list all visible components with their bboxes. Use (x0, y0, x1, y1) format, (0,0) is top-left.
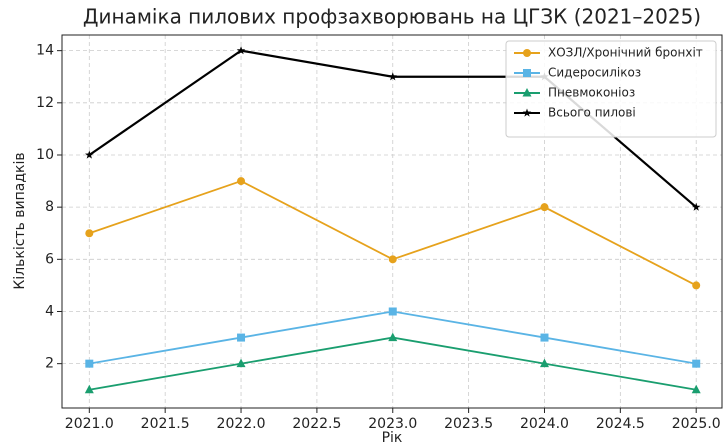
y-axis-label: Кількість випадків (12, 152, 28, 289)
marker (523, 69, 531, 77)
marker (522, 88, 532, 97)
x-tick-label: 2025.0 (672, 416, 721, 432)
x-tick-label: 2024.5 (596, 416, 645, 432)
marker (85, 229, 94, 238)
y-tick-label: 14 (36, 43, 54, 59)
marker (236, 358, 246, 368)
marker (388, 307, 397, 316)
marker (237, 333, 246, 342)
marker (692, 359, 701, 368)
marker (236, 46, 246, 55)
marker (523, 49, 531, 57)
marker (85, 150, 94, 159)
x-axis-label: Рік (382, 430, 403, 446)
marker (691, 384, 701, 394)
marker (388, 255, 397, 264)
marker (691, 202, 701, 211)
y-tick-label: 4 (45, 303, 54, 319)
marker (522, 108, 532, 117)
chart-title: Динаміка пилових профзахворювань на ЦГЗК… (83, 5, 701, 29)
marker (540, 203, 549, 212)
legend: ХОЗЛ/Хронічний бронхіт Сидеросилікоз Пневм… (505, 40, 717, 138)
x-tick-label: 2024.0 (520, 416, 569, 432)
marker (84, 384, 94, 394)
x-tick-label: 2023.0 (368, 416, 417, 432)
x-tick-label: 2022.0 (217, 416, 266, 432)
legend-box (505, 40, 717, 138)
marker (85, 359, 94, 368)
marker (540, 333, 549, 342)
x-tick-label: 2021.5 (141, 416, 190, 432)
y-tick-label: 6 (45, 251, 54, 267)
marker (388, 72, 398, 81)
y-tick-label: 10 (36, 147, 54, 163)
y-tick-label: 12 (36, 95, 54, 111)
marker (388, 332, 398, 342)
marker (539, 358, 549, 368)
marker (692, 281, 701, 290)
x-tick-label: 2022.5 (292, 416, 341, 432)
legend-label: ХОЗЛ/Хронічний бронхіт (548, 46, 703, 60)
legend-label: Всього пилові (548, 106, 636, 120)
x-tick-label: 2021.0 (65, 416, 114, 432)
marker (237, 177, 246, 186)
legend-label: Пневмоконіоз (548, 86, 635, 100)
legend-label: Сидеросилікоз (548, 66, 641, 80)
x-tick-label: 2023.5 (444, 416, 493, 432)
y-tick-label: 2 (45, 356, 54, 372)
plot-frame (61, 34, 723, 409)
y-tick-label: 8 (45, 199, 54, 215)
